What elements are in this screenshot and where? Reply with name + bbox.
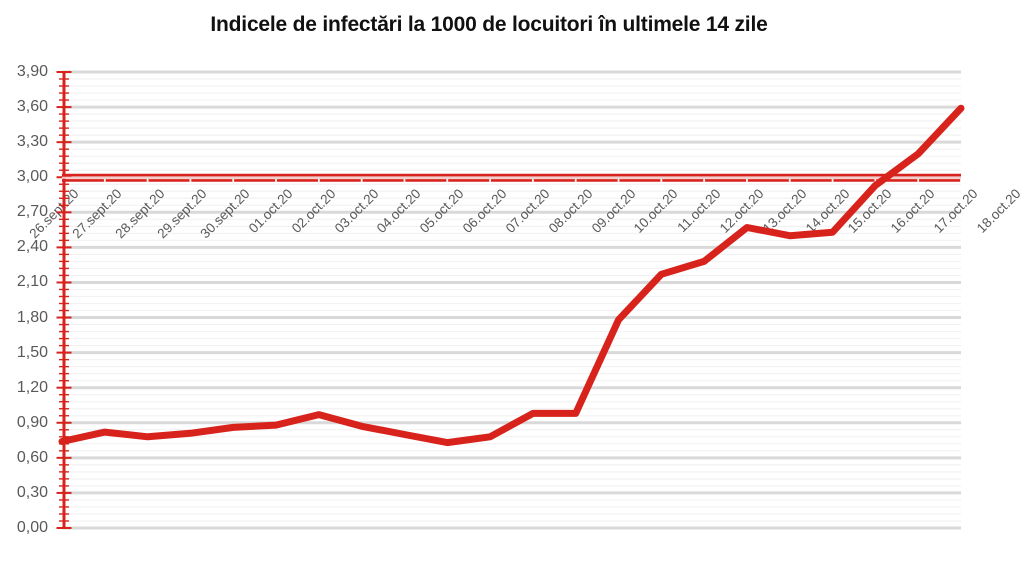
y-axis-tick-label: 1,80 xyxy=(16,308,48,326)
y-axis-tick-label: 0,90 xyxy=(16,413,48,431)
y-axis-tick-label: 3,90 xyxy=(16,63,48,80)
y-axis-tick-label: 3,00 xyxy=(16,168,48,186)
y-axis-tick-label: 2,70 xyxy=(16,203,48,221)
y-axis-tick-label: 3,30 xyxy=(16,133,48,151)
y-axis-tick-label: 0,30 xyxy=(16,483,48,501)
y-axis-tick-label: 0,60 xyxy=(16,448,48,466)
y-axis-tick-label: 1,20 xyxy=(16,378,48,396)
y-axis-tick-label: 0,00 xyxy=(16,519,48,536)
y-axis-tick-label: 2,10 xyxy=(16,273,48,291)
chart-title: Indicele de infectări la 1000 de locuito… xyxy=(210,13,768,36)
y-axis-tick-label: 3,60 xyxy=(16,98,48,116)
y-axis-tick-label: 2,40 xyxy=(16,238,48,256)
y-axis-tick-label: 1,50 xyxy=(16,343,48,361)
